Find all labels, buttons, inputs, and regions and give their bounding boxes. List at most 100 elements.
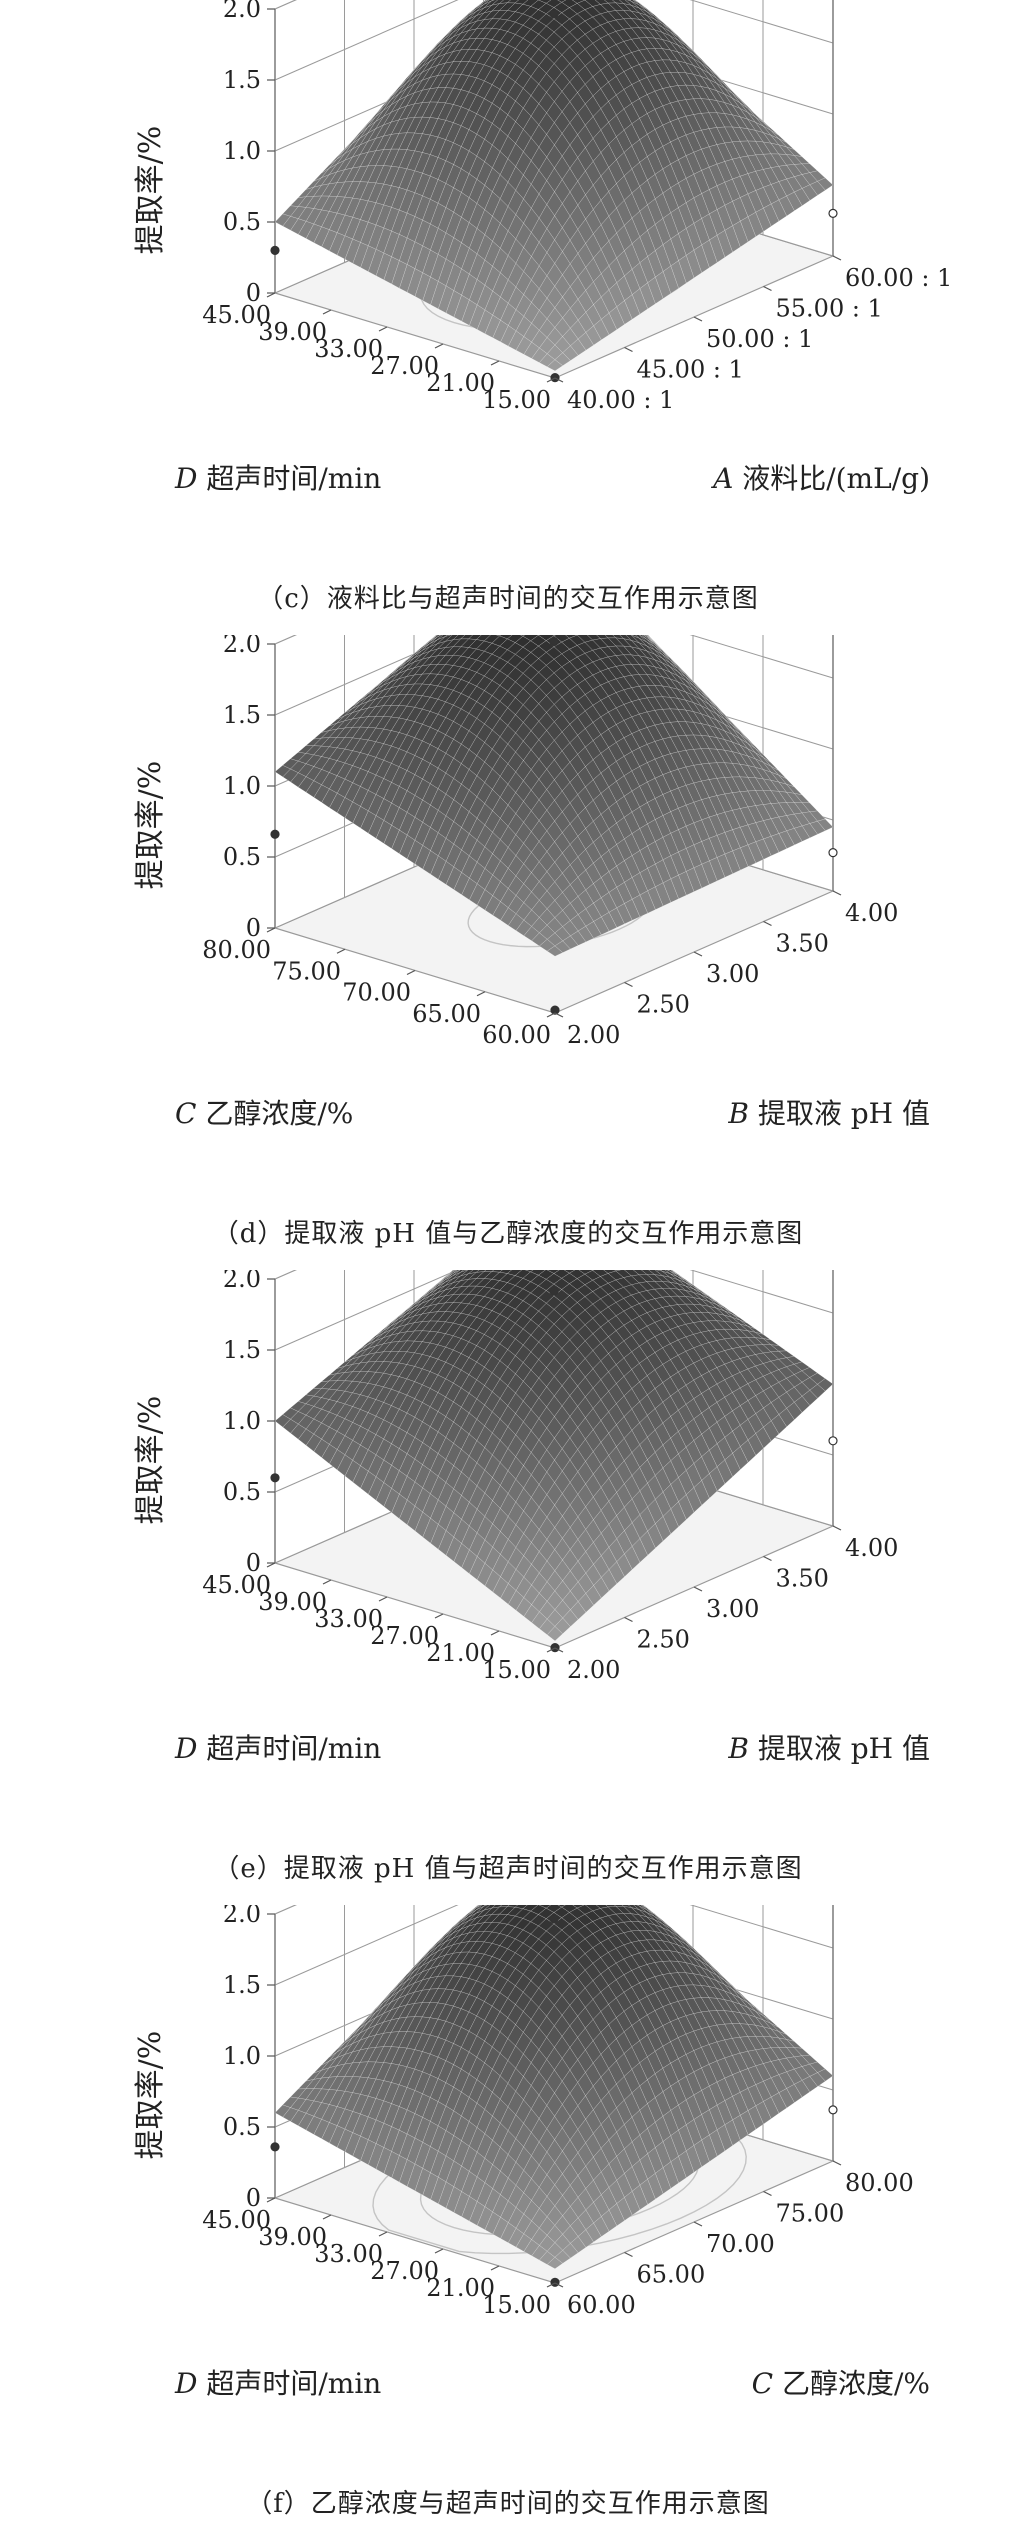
design-point — [270, 2142, 280, 2152]
design-points — [270, 9, 838, 383]
y-tick-label: 15.00 — [482, 386, 551, 414]
response-surface — [274, 635, 834, 957]
y-tick — [266, 927, 276, 933]
y-tick-label: 45.00 — [202, 301, 271, 329]
x-tick — [624, 981, 633, 988]
chart-caption-e: （e）提取液 pH 值与超声时间的交互作用示意图 — [213, 1854, 803, 1884]
z-tick-label: 1.5 — [223, 1336, 261, 1364]
z-tick-label: 2.0 — [223, 635, 261, 658]
y-tick — [490, 2265, 500, 2271]
z-tick-label: 2.0 — [223, 0, 261, 23]
x-tick-label: 3.00 — [706, 1595, 759, 1623]
surface-chart-c: 2.0 1.5 1.0 0.5 0 提取率/% 40.00 : 145.00 : 1 50.0… — [133, 0, 952, 495]
x-tick — [832, 255, 842, 261]
z-tick-label: 1.0 — [223, 2042, 261, 2070]
x-axis: 2.00 2.50 3.00 3.50 4.00 B 提取液 pH 值 — [554, 890, 930, 1130]
y-tick-label: 27.00 — [370, 352, 439, 380]
x-tick — [763, 285, 772, 292]
z-tick-label: 0 — [246, 1549, 261, 1577]
design-point — [549, 1286, 559, 1296]
x-tick-label: 60.00 — [567, 2291, 636, 2319]
design-point — [550, 373, 560, 383]
x-tick-label: 40.00 : 1 — [567, 386, 674, 414]
design-point — [550, 1643, 560, 1653]
design-point — [549, 1914, 559, 1924]
z-tick-label: 0.5 — [223, 2113, 261, 2141]
design-point — [270, 245, 280, 255]
x-tick — [624, 346, 633, 353]
y-tick-label: 60.00 — [482, 1021, 551, 1049]
z-axis: 2.0 1.5 1.0 0.5 0 提取率/% — [133, 0, 275, 307]
x-tick-label: 2.50 — [637, 991, 690, 1019]
z-tick-label: 0 — [246, 279, 261, 307]
x-axis: 40.00 : 145.00 : 1 50.00 : 155.00 : 1 60.0… — [554, 255, 952, 495]
y-tick — [378, 326, 388, 332]
design-point — [828, 2105, 838, 2115]
design-points — [270, 636, 838, 1015]
z-tick-label: 1.0 — [223, 137, 261, 165]
x-tick — [554, 2282, 564, 2288]
z-axis-label: 提取率/% — [133, 2031, 168, 2160]
y-tick — [378, 2231, 388, 2237]
x-tick-label: 3.50 — [776, 1565, 829, 1593]
response-surface — [274, 0, 834, 372]
design-point — [550, 1005, 560, 1015]
design-point — [550, 2277, 560, 2287]
z-tick-label: 1.5 — [223, 701, 261, 729]
x-tick — [693, 951, 703, 957]
x-tick-label: 2.00 — [567, 1656, 620, 1684]
y-tick-label: 33.00 — [314, 335, 383, 363]
y-tick — [434, 2248, 444, 2254]
y-tick — [490, 360, 500, 366]
z-tick-label: 2.0 — [223, 1270, 261, 1293]
z-axis-label: 提取率/% — [133, 761, 168, 890]
x-tick — [554, 1012, 564, 1018]
x-tick — [554, 377, 564, 383]
surface-chart-d: 2.0 1.5 1.0 0.5 0 提取率/% 2.00 2.50 3.00 3.50 4.00 B … — [133, 635, 930, 1130]
x-tick — [693, 2221, 703, 2227]
x-tick-label: 80.00 — [845, 2169, 914, 2197]
x-tick — [624, 2251, 633, 2258]
y-tick — [266, 1562, 276, 1568]
x-tick-label: 2.00 — [567, 1021, 620, 1049]
x-tick — [763, 920, 772, 927]
y-tick-label: 21.00 — [426, 369, 495, 397]
x-axis-label: C 乙醇浓度/% — [752, 2367, 930, 2400]
z-tick-label: 0.5 — [223, 208, 261, 236]
z-tick-label: 0 — [246, 2184, 261, 2212]
y-tick — [476, 991, 486, 997]
chart-caption-f: （f）乙醇浓度与超声时间的交互作用示意图 — [246, 2489, 770, 2519]
y-tick-label: 33.00 — [314, 1605, 383, 1633]
y-tick — [322, 2214, 332, 2220]
y-axis-label: C 乙醇浓度/% — [175, 1097, 353, 1130]
x-tick — [832, 1525, 842, 1531]
x-axis-label: B 提取液 pH 值 — [727, 1097, 930, 1130]
x-tick-label: 4.00 — [845, 899, 898, 927]
y-tick — [322, 309, 332, 315]
z-tick-label: 1.0 — [223, 1407, 261, 1435]
x-tick — [693, 316, 703, 322]
response-surface — [274, 1270, 834, 1642]
y-tick-label: 80.00 — [202, 936, 271, 964]
z-axis: 2.0 1.5 1.0 0.5 0 提取率/% — [133, 1905, 275, 2212]
x-axis-label: A 液料比/(mL/g) — [710, 462, 930, 495]
chart-panel-c: 2.0 1.5 1.0 0.5 0 提取率/% 40.00 : 1 45.00 : 1 50.0… — [0, 0, 1016, 635]
chart-panel-d: 2.0 1.5 1.0 0.5 0 提取率/% 2.00 2.50 3.00 3.50 4.00 B … — [0, 635, 1016, 1270]
x-tick — [763, 1555, 772, 1562]
design-point — [549, 636, 559, 647]
y-tick — [434, 1613, 444, 1619]
y-tick — [546, 377, 556, 383]
y-tick — [336, 948, 346, 954]
x-tick — [554, 1647, 564, 1653]
z-axis-label: 提取率/% — [133, 126, 168, 255]
design-point — [828, 1436, 838, 1446]
x-tick-label: 65.00 — [637, 2261, 706, 2289]
z-tick-label: 1.0 — [223, 772, 261, 800]
x-tick-label: 45.00 : 1 — [637, 356, 744, 384]
y-tick — [266, 292, 276, 298]
y-tick-label: 65.00 — [412, 1000, 481, 1028]
wall-gridline — [274, 1905, 834, 1986]
design-point — [549, 9, 559, 19]
x-axis-label: B 提取液 pH 值 — [727, 1732, 930, 1765]
